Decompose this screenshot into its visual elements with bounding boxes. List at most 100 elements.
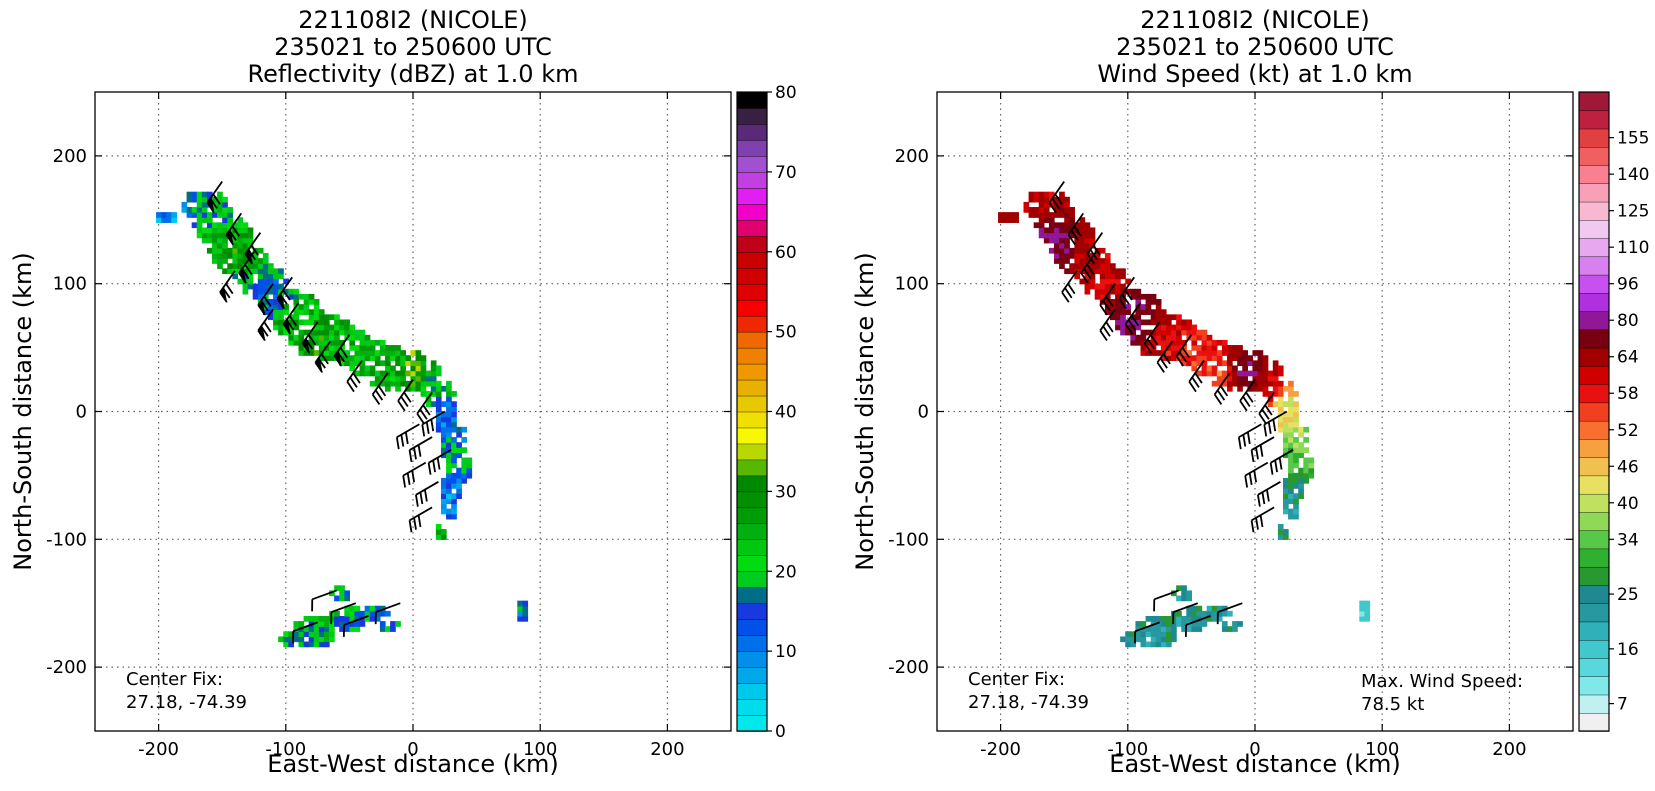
radar-cell [253, 284, 259, 290]
radar-cell [1258, 365, 1264, 371]
colorbar-segment [737, 92, 767, 108]
radar-cell [263, 273, 269, 279]
radar-cell [299, 631, 305, 637]
radar-cell [461, 478, 467, 484]
radar-cell [1288, 468, 1294, 474]
radar-cell [441, 422, 447, 428]
radar-cell [156, 217, 162, 223]
radar-cell [1202, 330, 1208, 336]
radar-cell [187, 207, 193, 213]
radar-cell [1135, 314, 1141, 320]
radar-cell [1161, 335, 1167, 341]
radar-cell [1303, 478, 1309, 484]
radar-cell [1288, 391, 1294, 397]
radar-cell [421, 376, 427, 382]
radar-cell [390, 345, 396, 351]
radar-cell [299, 636, 305, 642]
radar-cell [395, 345, 401, 351]
radar-cell [1105, 258, 1111, 264]
radar-cell [1364, 611, 1370, 617]
radar-cell [344, 596, 350, 602]
radar-cell [304, 319, 310, 325]
radar-cell [1298, 478, 1304, 484]
radar-cell [1029, 212, 1035, 218]
radar-cell [1202, 371, 1208, 377]
radar-cell [360, 621, 366, 627]
radar-cell [1308, 463, 1314, 469]
radar-cell [232, 258, 238, 264]
colorbar-segment [1579, 311, 1609, 330]
radar-cell [1237, 355, 1243, 361]
radar-cell [1232, 355, 1238, 361]
radar-cell [1151, 309, 1157, 315]
radar-cell [517, 606, 523, 612]
radar-cell [385, 355, 391, 361]
radar-cell [1283, 442, 1289, 448]
radar-cell [197, 192, 203, 198]
radar-cell [258, 263, 264, 269]
radar-cell [1064, 202, 1070, 208]
radar-cell [237, 253, 243, 259]
x-axis-label: East-West distance (km) [267, 750, 558, 778]
radar-cell [365, 355, 371, 361]
radar-cell [187, 197, 193, 203]
radar-cell [202, 207, 208, 213]
colorbar-segment [737, 427, 767, 443]
radar-cell [1064, 243, 1070, 249]
colorbar-tick-label: 70 [775, 163, 797, 183]
radar-cell [197, 227, 203, 233]
radar-cell [400, 381, 406, 387]
radar-cell [1303, 468, 1309, 474]
radar-cell [339, 325, 345, 331]
radar-cell [365, 345, 371, 351]
radar-cell [517, 611, 523, 617]
radar-cell [243, 238, 249, 244]
radar-cell [395, 386, 401, 392]
radar-cell [354, 330, 360, 336]
radar-cell [1023, 202, 1029, 208]
radar-cell [1044, 192, 1050, 198]
radar-cell [1034, 207, 1040, 213]
radar-cell [1141, 319, 1147, 325]
radar-cell [197, 217, 203, 223]
radar-cell [1303, 427, 1309, 433]
radar-cell [1202, 355, 1208, 361]
radar-cell [1008, 212, 1014, 218]
radar-cell [1135, 631, 1141, 637]
radar-cell [416, 386, 422, 392]
radar-cell [1191, 626, 1197, 632]
radar-cell [268, 268, 274, 274]
radar-cell [1176, 325, 1182, 331]
radar-cell [293, 631, 299, 637]
radar-cell [370, 381, 376, 387]
radar-cell [319, 616, 325, 622]
radar-cell [1151, 314, 1157, 320]
colorbar-segment [1579, 92, 1609, 111]
radar-cell [212, 212, 218, 218]
radar-cell [1090, 284, 1096, 290]
radar-cell [1151, 616, 1157, 622]
radar-cell [1202, 365, 1208, 371]
radar-cell [1258, 355, 1264, 361]
radar-cell [212, 233, 218, 239]
radar-cell [426, 381, 432, 387]
colorbar-tick-label: 80 [1617, 311, 1639, 331]
radar-cell [441, 427, 447, 433]
radar-cell [456, 493, 462, 499]
radar-cell [1242, 350, 1248, 356]
colorbar-tick-label: 125 [1617, 202, 1649, 222]
radar-cell [1176, 611, 1182, 617]
radar-cell [1293, 417, 1299, 423]
colorbar-tick-label: 20 [775, 562, 797, 582]
colorbar-segment [737, 396, 767, 412]
radar-cell [227, 268, 233, 274]
radar-cell [278, 330, 284, 336]
colorbar-segment [1579, 329, 1609, 348]
radar-cell [1288, 386, 1294, 392]
colorbar-segment [1579, 110, 1609, 129]
panel-title-line-3: Reflectivity (dBZ) at 1.0 km [248, 60, 579, 88]
radar-cell [354, 350, 360, 356]
radar-cell [400, 355, 406, 361]
radar-cell [1135, 335, 1141, 341]
radar-cell [202, 217, 208, 223]
